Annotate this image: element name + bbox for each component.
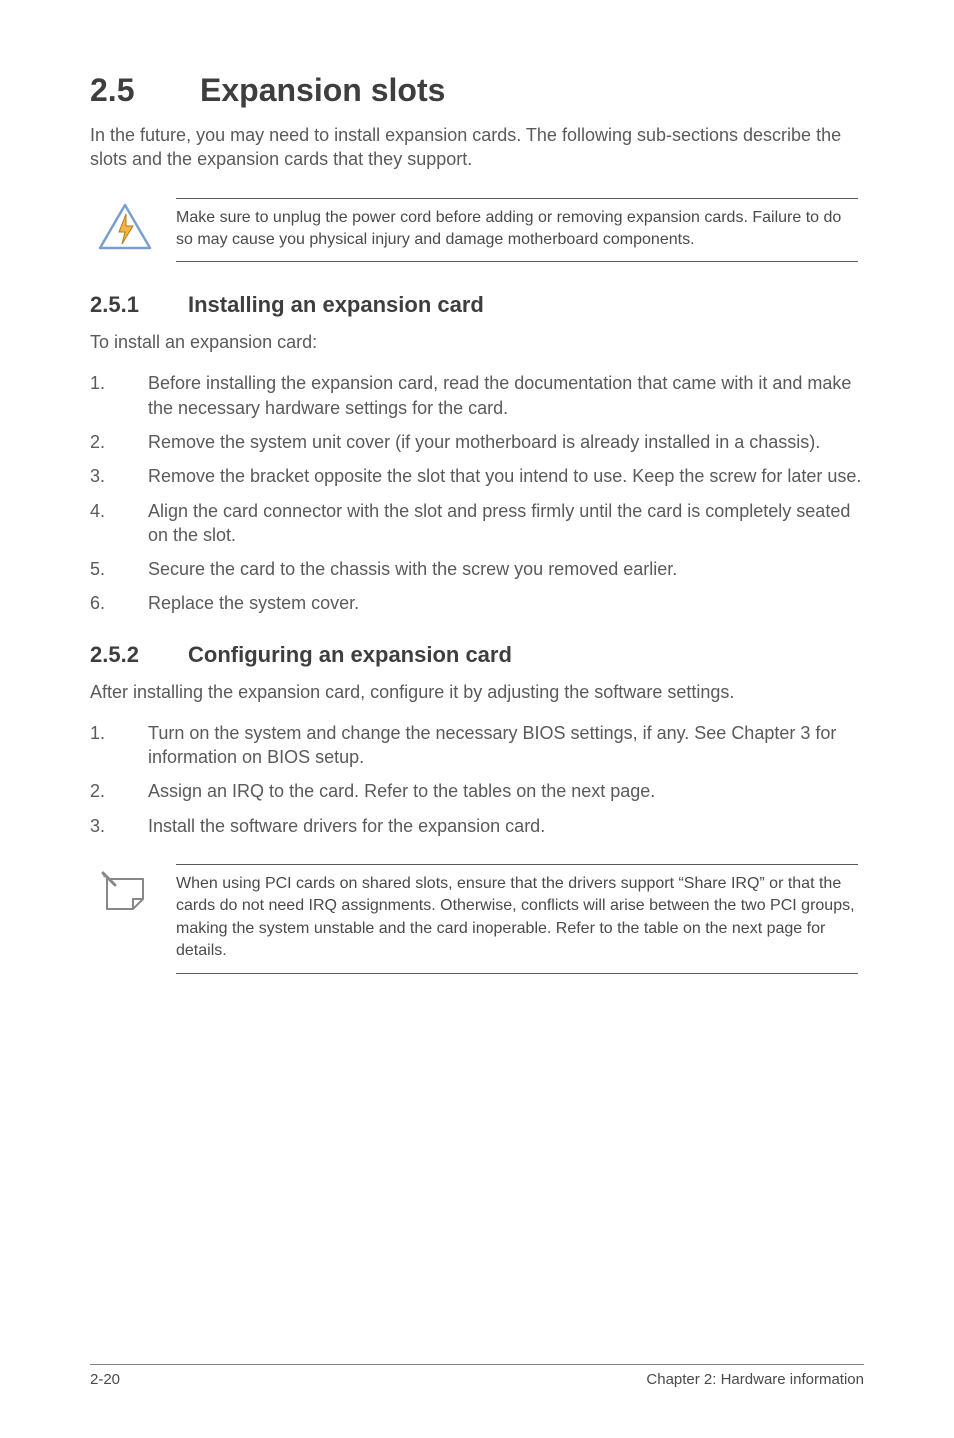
- note-rule-bottom: [176, 973, 858, 974]
- list-item: 6.Replace the system cover.: [90, 591, 864, 615]
- list-item: 3.Remove the bracket opposite the slot t…: [90, 464, 864, 488]
- subsection-lead-1: To install an expansion card:: [90, 332, 864, 353]
- list-item: 3.Install the software drivers for the e…: [90, 814, 864, 838]
- note-icon: [96, 864, 154, 922]
- list-item: 4.Align the card connector with the slot…: [90, 499, 864, 548]
- list-item: 1.Turn on the system and change the nece…: [90, 721, 864, 770]
- steps-list-2: 1.Turn on the system and change the nece…: [90, 721, 864, 838]
- step-text: Replace the system cover.: [148, 593, 359, 613]
- note-text-wrap: When using PCI cards on shared slots, en…: [176, 864, 858, 974]
- footer-row: 2-20 Chapter 2: Hardware information: [90, 1371, 864, 1388]
- subsection-title-2: Configuring an expansion card: [188, 642, 512, 667]
- warning-rule-bottom: [176, 261, 858, 262]
- subsection-number-2: 2.5.2: [90, 642, 188, 668]
- step-text: Align the card connector with the slot a…: [148, 501, 850, 545]
- steps-list-1: 1.Before installing the expansion card, …: [90, 371, 864, 615]
- subsection-number-1: 2.5.1: [90, 292, 188, 318]
- step-text: Assign an IRQ to the card. Refer to the …: [148, 781, 655, 801]
- subsection-heading-1: 2.5.1Installing an expansion card: [90, 292, 864, 318]
- warning-text-wrap: Make sure to unplug the power cord befor…: [176, 198, 858, 263]
- list-item: 2.Assign an IRQ to the card. Refer to th…: [90, 779, 864, 803]
- subsection-title-1: Installing an expansion card: [188, 292, 484, 317]
- section-title: Expansion slots: [200, 72, 445, 108]
- subsection-lead-2: After installing the expansion card, con…: [90, 682, 864, 703]
- list-item: 1.Before installing the expansion card, …: [90, 371, 864, 420]
- note-text: When using PCI cards on shared slots, en…: [176, 865, 858, 973]
- step-text: Install the software drivers for the exp…: [148, 816, 545, 836]
- intro-paragraph: In the future, you may need to install e…: [90, 123, 864, 172]
- page-number: 2-20: [90, 1371, 120, 1388]
- warning-callout: Make sure to unplug the power cord befor…: [90, 198, 864, 263]
- subsection-heading-2: 2.5.2Configuring an expansion card: [90, 642, 864, 668]
- page-footer: 2-20 Chapter 2: Hardware information: [90, 1364, 864, 1388]
- step-text: Remove the system unit cover (if your mo…: [148, 432, 820, 452]
- warning-text: Make sure to unplug the power cord befor…: [176, 199, 858, 262]
- page: 2.5Expansion slots In the future, you ma…: [0, 0, 954, 1438]
- list-item: 2.Remove the system unit cover (if your …: [90, 430, 864, 454]
- chapter-label: Chapter 2: Hardware information: [646, 1371, 864, 1388]
- list-item: 5.Secure the card to the chassis with th…: [90, 557, 864, 581]
- step-text: Before installing the expansion card, re…: [148, 373, 851, 417]
- step-text: Remove the bracket opposite the slot tha…: [148, 466, 861, 486]
- section-heading: 2.5Expansion slots: [90, 72, 864, 109]
- warning-icon: [96, 198, 154, 256]
- footer-rule: [90, 1364, 864, 1365]
- note-callout: When using PCI cards on shared slots, en…: [90, 864, 864, 974]
- step-text: Secure the card to the chassis with the …: [148, 559, 677, 579]
- section-number: 2.5: [90, 72, 200, 109]
- step-text: Turn on the system and change the necess…: [148, 723, 836, 767]
